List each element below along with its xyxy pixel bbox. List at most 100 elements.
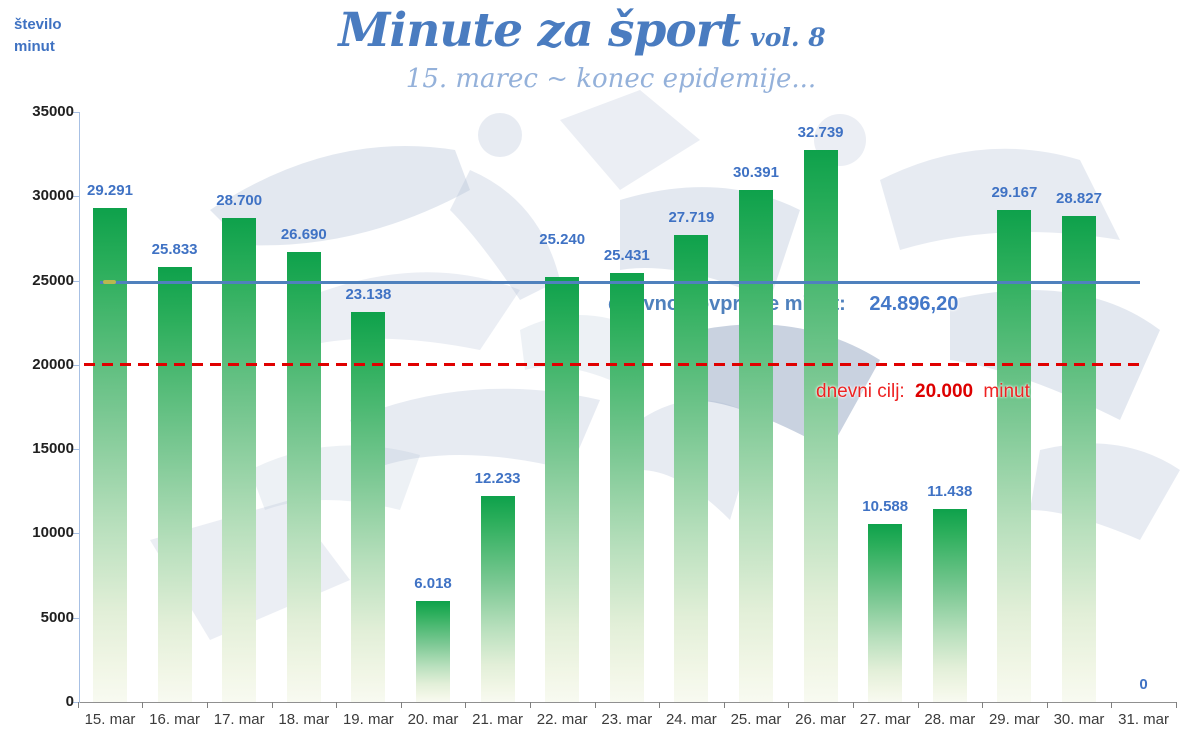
bar-value-label: 30.391: [733, 163, 779, 181]
x-tick-label: 26. mar: [795, 711, 847, 728]
bar-value-label: 23.138: [345, 285, 392, 303]
x-axis-tick: [723, 702, 725, 708]
x-axis-tick: [271, 702, 273, 708]
bar-value-label: 27.719: [668, 208, 715, 226]
bar-value-label: 25.833: [151, 240, 198, 258]
x-axis-tick: [142, 702, 144, 708]
y-axis-tick: [72, 449, 80, 451]
bar: [868, 523, 903, 702]
bar-value-label: 0: [1139, 676, 1148, 693]
x-tick-label: 23. mar: [601, 711, 653, 728]
bar: [416, 600, 450, 702]
goal-annotation-suffix: minut: [983, 381, 1030, 402]
x-tick-label: 30. mar: [1053, 711, 1105, 728]
x-tick-label: 31. mar: [1118, 711, 1170, 728]
x-tick-label: 20. mar: [407, 711, 459, 728]
x-axis-tick: [594, 702, 596, 708]
chart-title-text: Minute za šport: [338, 3, 741, 58]
x-tick-label: 16. mar: [149, 711, 201, 728]
bar-value-label: 11.438: [927, 483, 973, 501]
x-axis-tick: [206, 702, 208, 708]
bar-value-label: 29.291: [87, 182, 133, 200]
x-axis-tick: [659, 702, 661, 708]
y-axis-title: število minut: [14, 14, 62, 58]
bar: [157, 266, 192, 702]
x-tick-label: 27. mar: [859, 711, 911, 728]
x-axis-tick: [1046, 702, 1048, 708]
x-axis-tick: [336, 702, 338, 708]
x-axis-tick: [852, 702, 854, 708]
average-annotation-label: dnevno povprečje minut:: [608, 293, 846, 315]
goal-line: [84, 363, 1140, 367]
bar: [480, 495, 515, 702]
bar: [286, 252, 321, 702]
y-tick-label: 0: [65, 693, 74, 710]
bar: [545, 276, 580, 702]
bar: [674, 234, 709, 702]
bar: [739, 189, 773, 702]
y-tick-label: 35000: [32, 103, 74, 120]
x-tick-label: 28. mar: [924, 711, 976, 728]
bar-value-label: 32.739: [797, 124, 844, 142]
average-annotation: dnevno povprečje minut: 24.896,20: [608, 293, 958, 316]
bar: [1062, 216, 1096, 702]
average-annotation-value: 24.896,20: [869, 293, 959, 315]
x-axis-tick: [788, 702, 790, 708]
y-tick-label: 25000: [32, 271, 74, 289]
bar: [609, 273, 644, 702]
goal-annotation-label: dnevni cilj:: [816, 381, 905, 402]
y-tick-label: 15000: [32, 440, 74, 458]
x-tick-label: 21. mar: [472, 711, 524, 728]
y-axis-title-line2: minut: [14, 38, 55, 55]
x-tick-label: 15. mar: [84, 711, 136, 728]
bar: [932, 509, 967, 702]
y-axis-tick: [72, 280, 80, 282]
bar-value-label: 28.700: [216, 192, 263, 210]
x-axis-tick: [77, 702, 79, 708]
x-axis-tick: [1175, 702, 1177, 708]
y-axis-tick: [72, 364, 80, 366]
bar-value-label: 26.690: [280, 226, 327, 244]
y-tick-label: 10000: [32, 524, 74, 542]
y-tick-label: 20000: [32, 355, 74, 373]
bar-value-label: 12.233: [474, 469, 521, 487]
y-axis-title-line1: število: [14, 16, 62, 33]
bar-value-label: 10.588: [862, 497, 909, 515]
bar-value-label: 28.827: [1056, 190, 1102, 208]
y-axis-tick: [72, 533, 80, 535]
goal-annotation-value: 20.000: [915, 381, 974, 402]
bar: [997, 210, 1032, 702]
y-axis-tick: [72, 702, 80, 703]
y-tick-label: 5000: [40, 608, 74, 626]
x-axis-tick: [982, 702, 984, 708]
x-tick-label: 17. mar: [213, 711, 265, 728]
x-tick-label: 22. mar: [536, 711, 588, 728]
average-line: [100, 280, 1140, 284]
x-axis-tick: [465, 702, 467, 708]
x-axis-tick: [529, 702, 531, 708]
x-axis-tick: [400, 702, 402, 708]
average-line-start-marker: [103, 280, 116, 285]
bar: [93, 208, 127, 702]
bar-value-label: 25.431: [603, 247, 650, 265]
bar-value-label: 29.167: [991, 184, 1038, 202]
bar: [803, 150, 838, 702]
bar-value-label: 6.018: [414, 574, 452, 592]
bar-value-label: 25.240: [539, 230, 586, 248]
y-axis-line: [79, 112, 80, 702]
x-tick-label: 24. mar: [665, 711, 717, 728]
x-axis-tick: [917, 702, 919, 708]
title-block: Minute za šport vol. 8 15. marec ~ konec …: [0, 0, 1164, 95]
chart-subtitle: 15. marec ~ konec epidemije...: [405, 64, 817, 94]
x-axis-line: [77, 702, 1177, 703]
x-tick-label: 25. mar: [730, 711, 782, 728]
x-tick-label: 29. mar: [988, 711, 1040, 728]
chart-title: Minute za šport vol. 8: [0, 0, 1164, 69]
bar: [351, 311, 386, 702]
x-axis-tick: [1111, 702, 1113, 708]
goal-annotation: dnevni cilj: 20.000 minut: [816, 381, 1030, 403]
y-axis-tick: [72, 196, 80, 198]
y-tick-label: 30000: [32, 187, 74, 205]
